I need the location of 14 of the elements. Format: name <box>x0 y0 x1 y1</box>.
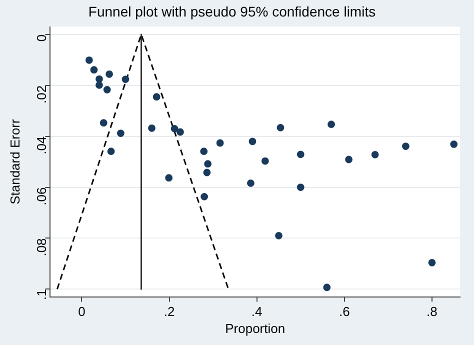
y-axis-title: Standard Erorr <box>7 118 22 204</box>
x-axis-title: Proportion <box>225 320 286 336</box>
y-tick-label: .06 <box>34 187 49 206</box>
y-tick-label: .08 <box>34 238 49 256</box>
y-tick-label: .04 <box>34 136 49 154</box>
y-tick-label: .1 <box>34 289 49 300</box>
x-tick-label: 0 <box>78 304 86 320</box>
x-tick-label: .6 <box>338 304 350 320</box>
x-tick-label: .4 <box>251 304 262 320</box>
y-tick-label: 0 <box>34 34 49 42</box>
y-tick-label: .02 <box>34 85 49 104</box>
chart-title: Funnel plot with pseudo 95% confidence limits <box>88 3 376 20</box>
x-tick-label: .8 <box>426 304 438 320</box>
x-tick-label: .2 <box>164 304 175 320</box>
